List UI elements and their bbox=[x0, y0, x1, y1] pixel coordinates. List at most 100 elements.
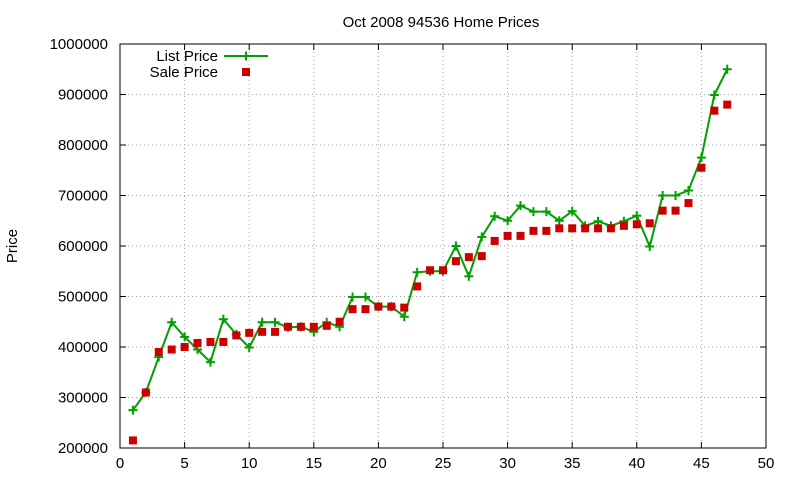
series-sale-price bbox=[128, 100, 732, 445]
sale-price-point bbox=[439, 266, 447, 275]
list-price-point bbox=[205, 357, 215, 367]
x-tick-label: 35 bbox=[564, 455, 581, 472]
x-tick-label: 15 bbox=[305, 455, 322, 472]
y-tick-label: 500000 bbox=[58, 289, 108, 306]
list-price-point bbox=[348, 292, 358, 302]
list-price-point bbox=[180, 332, 190, 342]
sale-price-point bbox=[426, 266, 435, 275]
y-tick-label: 900000 bbox=[58, 87, 108, 104]
y-tick-label: 800000 bbox=[58, 137, 108, 154]
sale-price-point bbox=[413, 282, 422, 291]
sale-price-point bbox=[568, 224, 577, 233]
y-axis-title: Price bbox=[4, 229, 21, 263]
list-price-point bbox=[451, 241, 461, 251]
legend-sale-price-marker bbox=[242, 68, 250, 76]
sale-price-point bbox=[309, 322, 318, 331]
sale-price-point bbox=[503, 231, 512, 240]
sale-price-point bbox=[296, 322, 305, 331]
list-price-point bbox=[270, 317, 280, 327]
list-price-point bbox=[244, 343, 254, 353]
sale-price-point bbox=[594, 224, 603, 233]
y-tick-label: 700000 bbox=[58, 188, 108, 205]
sale-price-point bbox=[387, 302, 396, 311]
list-price-point bbox=[632, 211, 642, 221]
y-tick-label: 1000000 bbox=[50, 36, 108, 53]
sale-price-point bbox=[581, 224, 590, 233]
list-price-point bbox=[218, 314, 228, 324]
legend-label-sale-price: Sale Price bbox=[150, 64, 218, 81]
list-price-point bbox=[503, 216, 513, 226]
legend: List Price Sale Price bbox=[150, 48, 268, 81]
list-price-point bbox=[464, 271, 474, 281]
list-price-point bbox=[360, 292, 370, 302]
sale-price-point bbox=[658, 206, 667, 215]
x-tick-label: 25 bbox=[435, 455, 452, 472]
list-price-point bbox=[528, 207, 538, 217]
list-price-point bbox=[167, 317, 177, 327]
plot-frame bbox=[119, 43, 767, 449]
sale-price-point bbox=[464, 253, 473, 262]
sale-price-point bbox=[684, 199, 693, 208]
sale-price-point bbox=[451, 257, 460, 266]
y-tick-label: 300000 bbox=[58, 390, 108, 407]
sale-price-point bbox=[374, 302, 383, 311]
series-layer bbox=[128, 64, 732, 445]
x-tick-label: 30 bbox=[499, 455, 516, 472]
legend-symbols bbox=[224, 51, 268, 76]
sale-price-point bbox=[193, 338, 202, 347]
sale-price-point bbox=[335, 317, 344, 326]
sale-price-point bbox=[529, 226, 538, 235]
sale-price-point bbox=[516, 231, 525, 240]
list-price-point bbox=[567, 206, 577, 216]
sale-price-point bbox=[322, 321, 331, 330]
list-price-point bbox=[554, 216, 564, 226]
sale-price-point bbox=[645, 219, 654, 228]
sale-price-point bbox=[283, 322, 292, 331]
list-price-point bbox=[128, 405, 138, 415]
sale-price-point bbox=[154, 348, 163, 357]
grid bbox=[120, 44, 766, 448]
y-tick-label: 200000 bbox=[58, 440, 108, 457]
sale-price-point bbox=[542, 226, 551, 235]
y-tick-label: 400000 bbox=[58, 339, 108, 356]
list-price-point bbox=[257, 317, 267, 327]
list-price-point bbox=[671, 191, 681, 200]
list-price-point bbox=[658, 191, 668, 200]
sale-price-point bbox=[167, 345, 176, 354]
list-price-point bbox=[593, 216, 603, 226]
chart-title: Oct 2008 94536 Home Prices bbox=[343, 14, 540, 31]
sale-price-point bbox=[206, 337, 215, 346]
sale-price-point bbox=[632, 220, 641, 229]
x-tick-label: 5 bbox=[180, 455, 188, 472]
list-price-point bbox=[399, 312, 409, 322]
sale-price-point bbox=[128, 436, 137, 445]
axis-tick-labels: 0 5 10 15 20 25 30 35 40 45 50 200000 300000 400000 50… bbox=[50, 36, 775, 472]
sale-price-point bbox=[710, 106, 719, 115]
y-tick-label: 600000 bbox=[58, 238, 108, 255]
x-tick-label: 45 bbox=[693, 455, 710, 472]
list-price-point bbox=[696, 153, 706, 163]
list-price-point bbox=[709, 90, 719, 100]
sale-price-point bbox=[219, 337, 228, 346]
x-tick-label: 50 bbox=[758, 455, 775, 472]
x-tick-label: 40 bbox=[628, 455, 645, 472]
sale-price-point bbox=[232, 331, 241, 340]
sale-price-point bbox=[245, 328, 254, 337]
list-price-point bbox=[541, 207, 551, 217]
sale-price-point bbox=[258, 327, 267, 336]
list-price-point bbox=[412, 267, 422, 277]
x-tick-label: 10 bbox=[241, 455, 258, 472]
list-price-point bbox=[516, 201, 526, 211]
legend-label-list-price: List Price bbox=[156, 48, 218, 65]
list-price-point bbox=[722, 64, 732, 74]
sale-price-point bbox=[619, 221, 628, 230]
list-price-point bbox=[645, 242, 655, 252]
sale-price-point bbox=[477, 252, 486, 261]
x-tick-label: 20 bbox=[370, 455, 387, 472]
list-price-point bbox=[490, 211, 500, 221]
sale-price-point bbox=[671, 206, 680, 215]
sale-price-point bbox=[697, 163, 706, 172]
sale-price-point bbox=[141, 388, 150, 397]
